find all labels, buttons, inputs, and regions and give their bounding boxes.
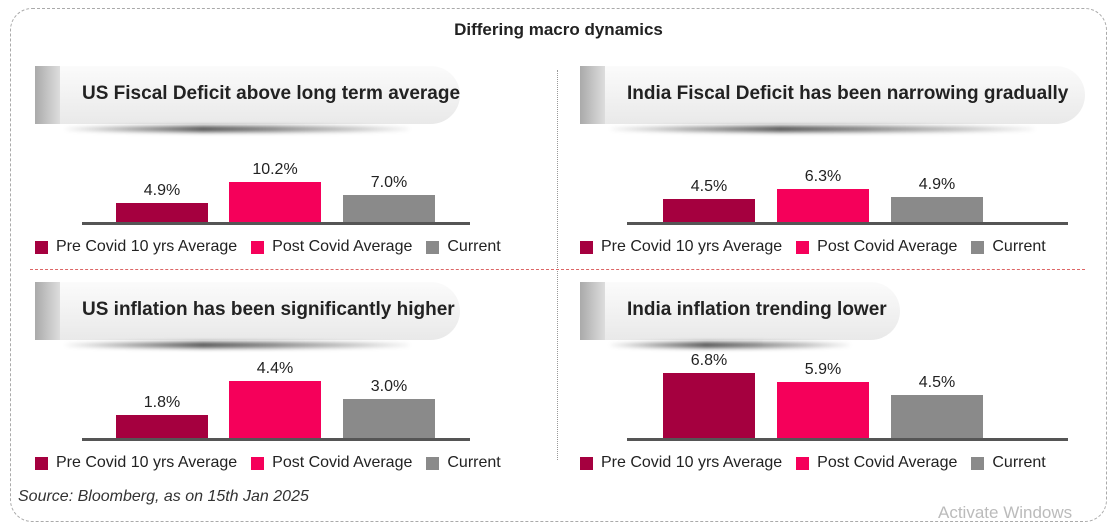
legend-swatch <box>426 456 440 470</box>
baseline <box>82 222 470 225</box>
bar-pre <box>663 373 755 438</box>
legend-swatch <box>35 240 48 254</box>
bar-post <box>777 381 869 438</box>
data-label: 4.5% <box>918 374 956 392</box>
header-shadow <box>610 126 1035 132</box>
legend-swatch <box>796 240 810 254</box>
legend-label: Post Covid Average <box>817 454 958 471</box>
data-label: 4.9% <box>143 181 181 199</box>
data-label: 4.4% <box>256 359 294 377</box>
header-shadow <box>65 126 410 132</box>
legend: Pre Covid 10 yrs Average Post Covid Avera… <box>35 238 515 256</box>
legend-label: Current <box>447 238 501 255</box>
legend-item: Current <box>971 454 1046 472</box>
data-label: 10.2% <box>252 161 298 179</box>
vertical-divider <box>557 70 558 460</box>
legend-label: Current <box>447 454 501 471</box>
bar-pre <box>116 414 208 438</box>
data-label: 1.8% <box>143 393 181 411</box>
legend-label: Current <box>992 238 1046 255</box>
legend-swatch <box>971 456 985 470</box>
header-accent <box>35 66 60 124</box>
chart-title: India inflation trending lower <box>627 299 887 320</box>
data-label: 7.0% <box>370 173 408 191</box>
legend-label: Pre Covid 10 yrs Average <box>601 454 783 471</box>
chart-panel: India inflation trending lower 6.8% 5.9%… <box>580 282 1100 492</box>
chart-title: India Fiscal Deficit has been narrowing … <box>627 83 1069 104</box>
baseline <box>82 438 470 441</box>
legend-swatch <box>971 240 985 254</box>
source-note: Source: Bloomberg, as on 15th Jan 2025 <box>18 488 309 505</box>
data-label: 6.3% <box>804 168 842 186</box>
bar-pre <box>116 202 208 222</box>
legend-item: Post Covid Average <box>251 238 412 256</box>
watermark: Activate Windows <box>938 503 1073 522</box>
header-shadow <box>65 342 410 348</box>
chart-header: India inflation trending lower <box>580 282 900 340</box>
chart-header: US Fiscal Deficit above long term averag… <box>35 66 460 124</box>
legend-label: Post Covid Average <box>272 238 413 255</box>
data-label: 6.8% <box>690 352 728 370</box>
header-accent <box>580 66 605 124</box>
chart-title: US Fiscal Deficit above long term averag… <box>82 83 461 104</box>
legend-label: Post Covid Average <box>272 454 413 471</box>
legend-item: Pre Covid 10 yrs Average <box>580 238 782 256</box>
legend-item: Current <box>971 238 1046 256</box>
legend-item: Pre Covid 10 yrs Average <box>580 454 782 472</box>
chart-header: US inflation has been significantly high… <box>35 282 460 340</box>
legend-swatch <box>580 456 593 470</box>
header-shadow <box>610 342 850 348</box>
outer-frame <box>10 8 1107 522</box>
legend-swatch <box>580 240 593 254</box>
legend-swatch <box>35 456 48 470</box>
legend-item: Post Covid Average <box>796 454 957 472</box>
legend-item: Post Covid Average <box>796 238 957 256</box>
baseline <box>627 438 1068 441</box>
legend-item: Pre Covid 10 yrs Average <box>35 454 237 472</box>
legend-swatch <box>251 456 265 470</box>
data-label: 4.9% <box>918 175 956 193</box>
chart-panel: US Fiscal Deficit above long term averag… <box>35 66 555 276</box>
legend-item: Current <box>426 454 501 472</box>
legend-item: Post Covid Average <box>251 454 412 472</box>
chart-panel: US inflation has been significantly high… <box>35 282 555 492</box>
header-accent <box>580 282 605 340</box>
data-label: 5.9% <box>804 360 842 378</box>
legend-swatch <box>426 240 440 254</box>
bar-pre <box>663 198 755 222</box>
legend: Pre Covid 10 yrs Average Post Covid Avera… <box>580 454 1060 472</box>
chart-panel: India Fiscal Deficit has been narrowing … <box>580 66 1100 276</box>
header-accent <box>35 282 60 340</box>
bar-post <box>229 182 321 222</box>
bar-current <box>343 194 435 222</box>
legend-item: Current <box>426 238 501 256</box>
bar-current <box>891 395 983 438</box>
legend-label: Pre Covid 10 yrs Average <box>56 454 238 471</box>
chart-header: India Fiscal Deficit has been narrowing … <box>580 66 1085 124</box>
legend-swatch <box>796 456 810 470</box>
bar-post <box>229 380 321 438</box>
chart-title: US inflation has been significantly high… <box>82 299 455 320</box>
legend: Pre Covid 10 yrs Average Post Covid Avera… <box>580 238 1060 256</box>
bar-current <box>343 399 435 438</box>
legend-label: Post Covid Average <box>817 238 958 255</box>
bar-post <box>777 189 869 222</box>
legend-label: Pre Covid 10 yrs Average <box>601 238 783 255</box>
legend-label: Current <box>992 454 1046 471</box>
legend-label: Pre Covid 10 yrs Average <box>56 238 238 255</box>
legend-item: Pre Covid 10 yrs Average <box>35 238 237 256</box>
data-label: 4.5% <box>690 177 728 195</box>
horizontal-divider <box>30 269 1085 270</box>
data-label: 3.0% <box>370 378 408 395</box>
page-title: Differing macro dynamics <box>454 20 663 39</box>
legend-swatch <box>251 240 265 254</box>
baseline <box>627 222 1068 225</box>
legend: Pre Covid 10 yrs Average Post Covid Avera… <box>35 454 515 472</box>
bar-current <box>891 196 983 222</box>
